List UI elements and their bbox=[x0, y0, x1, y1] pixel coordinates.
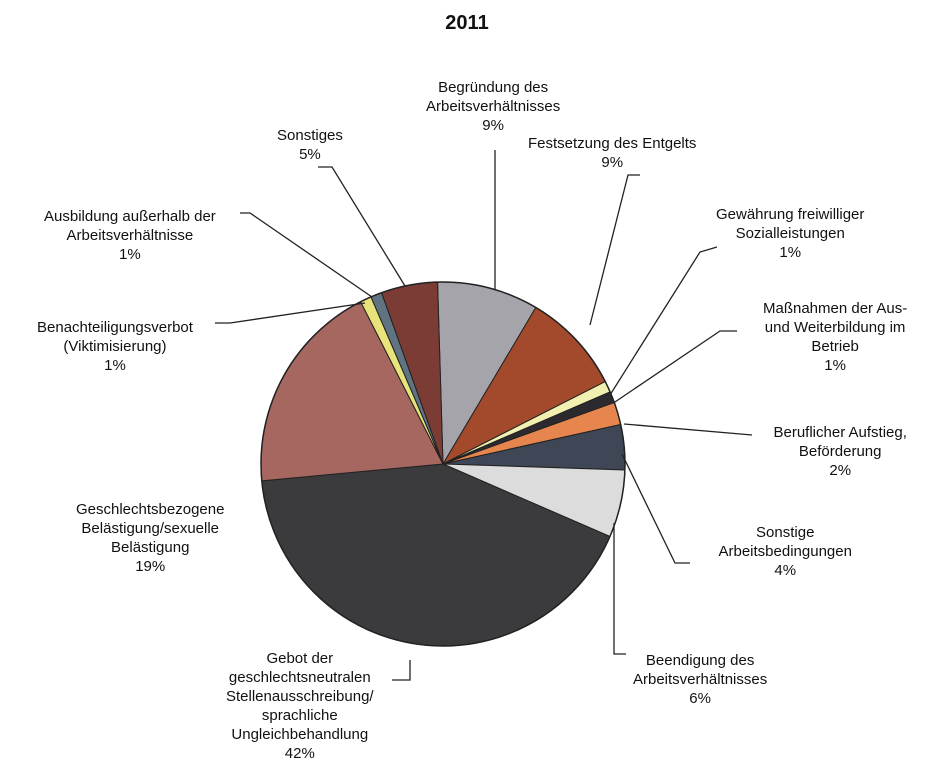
slice-label-line: sprachliche bbox=[261, 707, 338, 724]
slice-label: Geschlechtsbezogene Belästigung/sexuelle B… bbox=[76, 500, 224, 576]
slice-label-line: Maßnahmen der Aus- bbox=[763, 300, 908, 317]
slice-percent: 1% bbox=[824, 357, 846, 374]
slice-label: Sonstiges 5% bbox=[277, 126, 343, 164]
slice-label-line: Benachteiligungsverbot bbox=[37, 319, 193, 336]
slice-label-line: geschlechtsneutralen bbox=[228, 669, 371, 686]
slice-label-line: Sonstiges bbox=[277, 127, 343, 144]
slice-label-line: Festsetzung des Entgelts bbox=[528, 135, 697, 152]
slice-label-line: Belästigung bbox=[111, 539, 190, 556]
leader-line bbox=[621, 453, 690, 564]
slice-label: Festsetzung des Entgelts 9% bbox=[528, 134, 696, 172]
slice-label-line: Beruflicher Aufstieg, bbox=[773, 424, 907, 441]
slice-label: Beruflicher Aufstieg, Beförderung 2% bbox=[774, 423, 907, 480]
slice-label-line: Belästigung/sexuelle bbox=[81, 520, 220, 537]
slice-percent: 6% bbox=[689, 690, 711, 707]
leader-line bbox=[611, 330, 737, 405]
pie-outline bbox=[260, 281, 626, 647]
slice-label-line: Begründung des bbox=[438, 79, 549, 96]
slice-label-line: (Viktimisierung) bbox=[63, 338, 167, 355]
slice-label-line: Sozialleistungen bbox=[735, 225, 845, 242]
slice-percent: 1% bbox=[104, 357, 126, 374]
slice-label-line: Betrieb bbox=[811, 338, 859, 355]
slice-label-line: Arbeitsverhältnisse bbox=[66, 227, 194, 244]
leader-line bbox=[613, 523, 626, 655]
slice-label: Begründung des Arbeitsverhältnisses 9% bbox=[426, 78, 560, 135]
slice-label-line: Stellenausschreibung/ bbox=[226, 688, 374, 705]
leader-line bbox=[240, 212, 373, 298]
slice-label: Beendigung des Arbeitsverhältnisses 6% bbox=[633, 651, 767, 708]
slice-label: Benachteiligungsverbot (Viktimisierung) 1% bbox=[37, 318, 193, 375]
slice-label-line: Beendigung des bbox=[645, 652, 755, 669]
slice-label-line: und Weiterbildung im bbox=[764, 319, 906, 336]
chart-title: 2011 bbox=[445, 12, 489, 34]
slice-label: Sonstige Arbeitsbedingungen 4% bbox=[719, 523, 852, 580]
slice-label-line: Geschlechtsbezogene bbox=[76, 501, 225, 518]
leader-line bbox=[215, 302, 366, 324]
slice-percent: 1% bbox=[779, 244, 802, 261]
leader-line bbox=[392, 660, 411, 681]
slice-percent: 42% bbox=[284, 745, 315, 762]
slice-label-line: Gewährung freiwilliger bbox=[716, 206, 865, 223]
leader-line bbox=[609, 246, 718, 396]
slice-label-line: Arbeitsbedingungen bbox=[718, 543, 852, 560]
slice-percent: 5% bbox=[299, 146, 321, 163]
slice-label-line: Sonstige bbox=[756, 524, 815, 541]
slice-percent: 9% bbox=[482, 117, 504, 134]
slice-label: Gebot der geschlechtsneutralen Stellenauss… bbox=[226, 649, 374, 763]
slice-label-line: Arbeitsverhältnisses bbox=[633, 671, 768, 688]
slice-label-line: Gebot der bbox=[266, 650, 334, 667]
leader-line bbox=[623, 423, 753, 436]
slice-percent: 4% bbox=[774, 562, 797, 579]
leader-line bbox=[589, 174, 640, 326]
slice-percent: 2% bbox=[829, 462, 852, 479]
slice-percent: 9% bbox=[601, 154, 624, 171]
leader-line bbox=[318, 166, 406, 287]
slice-label-line: Beförderung bbox=[798, 443, 882, 460]
slice-label-line: Ungleichbehandlung bbox=[231, 726, 369, 743]
slice-percent: 19% bbox=[135, 558, 166, 575]
slice-label-line: Ausbildung außerhalb der bbox=[44, 208, 216, 225]
slice-label: Ausbildung außerhalb der Arbeitsverhältni… bbox=[44, 207, 216, 264]
slice-percent: 1% bbox=[119, 246, 141, 263]
slice-label: Gewährung freiwilliger Sozialleistungen 1% bbox=[716, 205, 864, 262]
slice-label: Maßnahmen der Aus-und Weiterbildung im Be… bbox=[763, 299, 907, 375]
slice-label-line: Arbeitsverhältnisses bbox=[426, 98, 561, 115]
